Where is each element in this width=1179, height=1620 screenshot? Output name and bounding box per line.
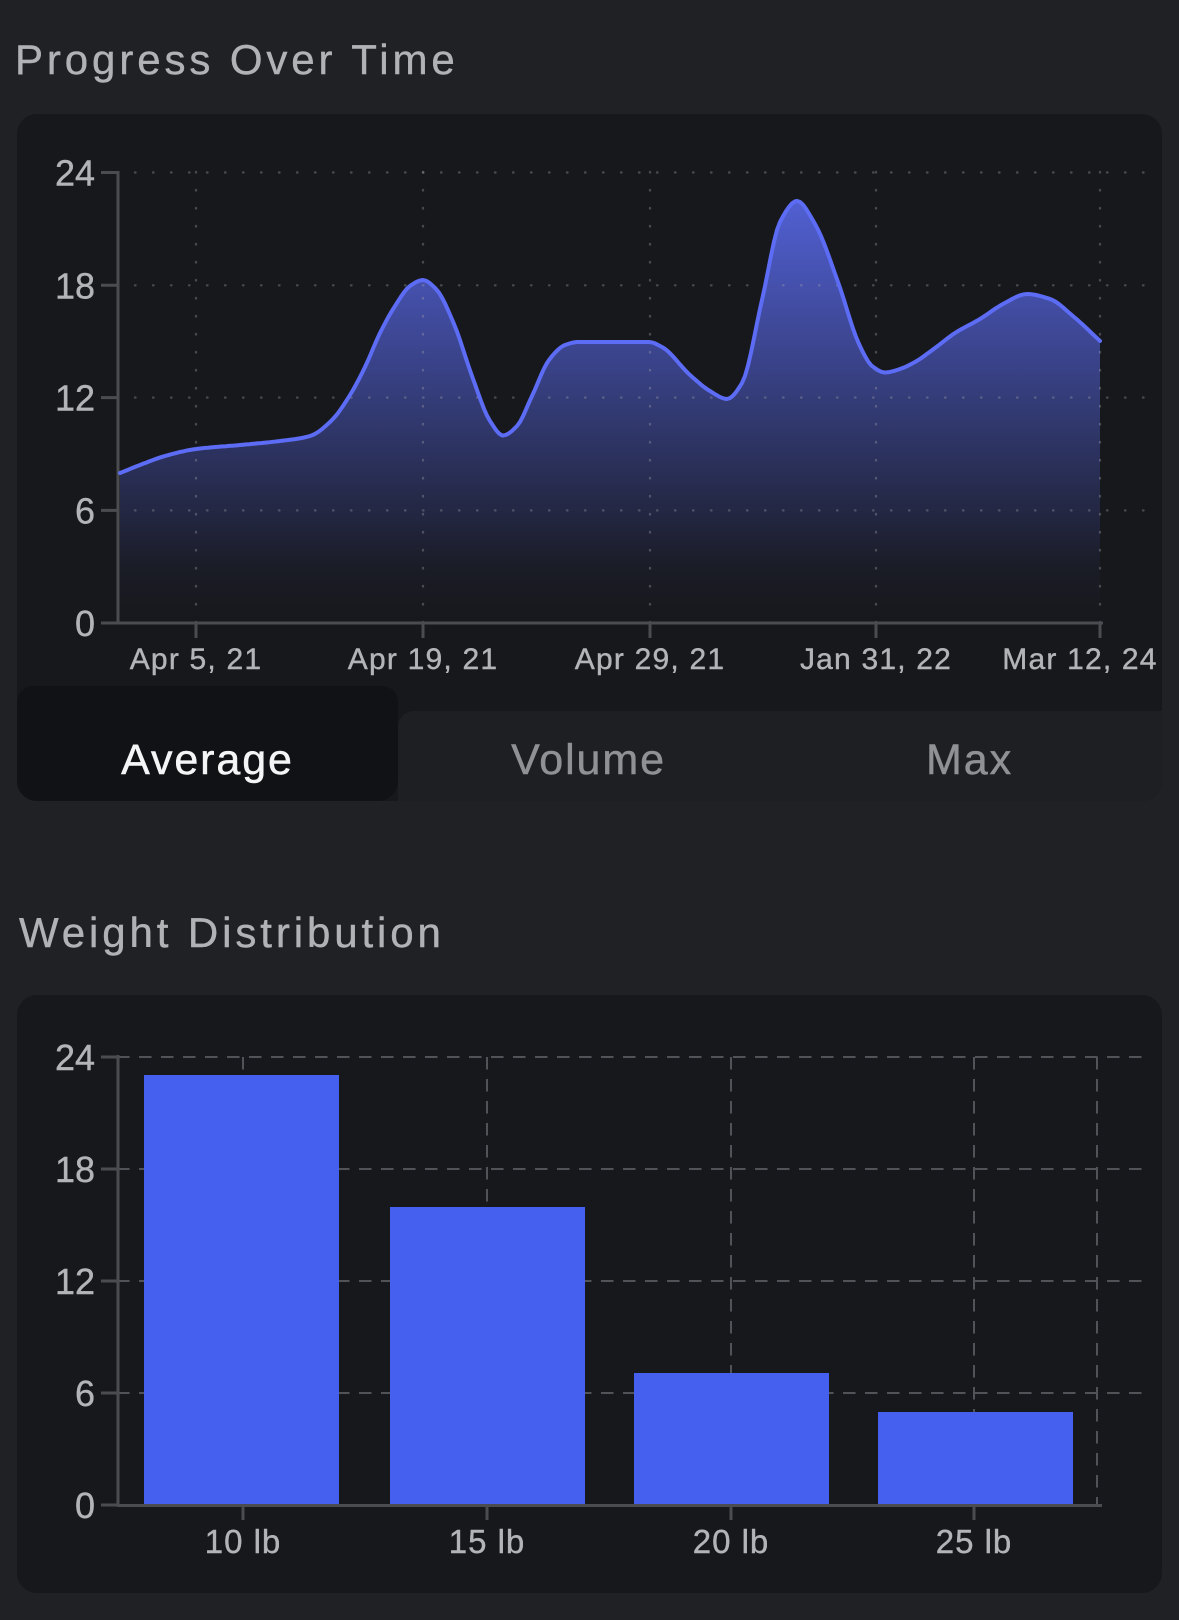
- svg-text:0: 0: [75, 1485, 95, 1526]
- svg-text:25 lb: 25 lb: [936, 1523, 1013, 1560]
- svg-text:Apr 29, 21: Apr 29, 21: [575, 643, 725, 676]
- svg-text:24: 24: [55, 153, 95, 194]
- svg-text:24: 24: [55, 1037, 95, 1078]
- svg-text:6: 6: [75, 490, 95, 531]
- svg-text:18: 18: [55, 265, 95, 306]
- svg-text:15 lb: 15 lb: [449, 1523, 526, 1560]
- svg-text:12: 12: [55, 378, 95, 419]
- svg-text:0: 0: [75, 603, 95, 644]
- svg-text:Apr 5, 21: Apr 5, 21: [130, 643, 263, 676]
- svg-text:Jan 31, 22: Jan 31, 22: [800, 643, 952, 676]
- svg-text:12: 12: [55, 1261, 95, 1302]
- svg-text:6: 6: [75, 1373, 95, 1414]
- svg-text:20 lb: 20 lb: [693, 1523, 770, 1560]
- svg-text:Mar 12, 24: Mar 12, 24: [1002, 643, 1157, 676]
- svg-text:18: 18: [55, 1149, 95, 1190]
- svg-text:Apr 19, 21: Apr 19, 21: [348, 643, 498, 676]
- svg-text:10 lb: 10 lb: [205, 1523, 282, 1560]
